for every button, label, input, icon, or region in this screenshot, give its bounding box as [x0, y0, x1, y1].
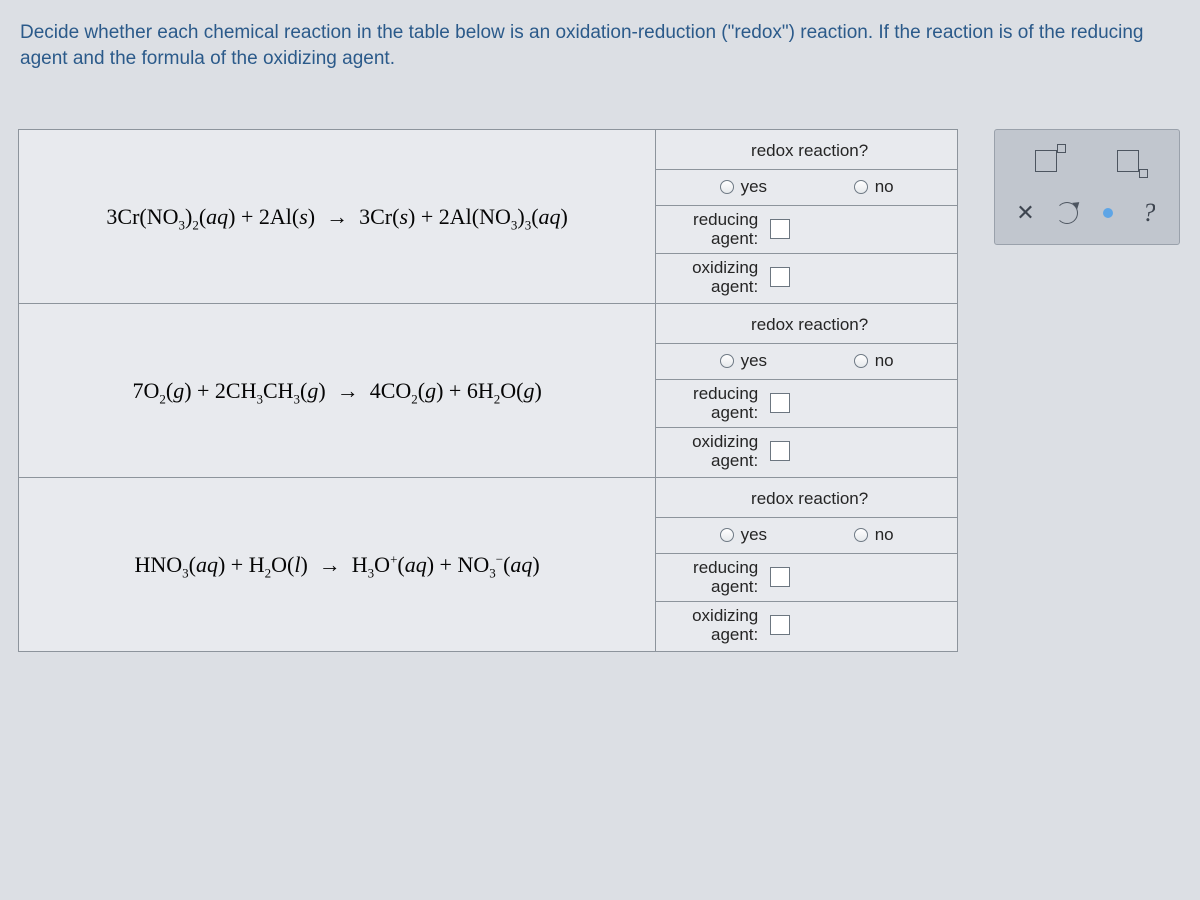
oxidizing-agent-input[interactable] [770, 267, 790, 287]
yes-option[interactable]: yes [720, 351, 767, 371]
help-button[interactable]: ? [1128, 196, 1169, 230]
label-line: agent: [711, 577, 758, 596]
reducing-agent-input[interactable] [770, 567, 790, 587]
label-line: oxidizing [692, 258, 758, 277]
yes-option[interactable]: yes [720, 525, 767, 545]
reducing-agent-label: reducing agent: [672, 384, 758, 422]
toolbox-row-1 [1005, 144, 1169, 178]
redox-question-label: redox reaction? [656, 307, 957, 343]
main-area: 3Cr(NO3)2(aq) + 2Al(s) → 3Cr(s) + 2Al(NO… [18, 129, 1200, 652]
answer-cell-1: redox reaction? yes no [656, 130, 958, 304]
reducing-agent-input[interactable] [770, 219, 790, 239]
answer-cell-2: redox reaction? yes no [656, 304, 958, 478]
no-option[interactable]: no [854, 177, 894, 197]
label-line: oxidizing [692, 432, 758, 451]
no-label: no [875, 525, 894, 545]
radio-icon [854, 528, 868, 542]
oxidizing-agent-input[interactable] [770, 441, 790, 461]
question-icon: ? [1143, 198, 1155, 228]
redox-question-label: redox reaction? [656, 481, 957, 517]
label-line: reducing [693, 384, 758, 403]
radio-icon [854, 180, 868, 194]
oxidizing-agent-row: oxidizing agent: [656, 427, 957, 475]
tiny-square-icon [1057, 144, 1066, 153]
label-line: agent: [711, 403, 758, 422]
label-line: agent: [711, 277, 758, 296]
yes-no-row: yes no [656, 517, 957, 553]
oxidizing-agent-label: oxidizing agent: [672, 606, 758, 644]
yes-option[interactable]: yes [720, 177, 767, 197]
label-line: agent: [711, 625, 758, 644]
reaction-cell-3: HNO3(aq) + H2O(l) → H3O+(aq) + NO3−(aq) [19, 478, 656, 652]
oxidizing-agent-label: oxidizing agent: [672, 432, 758, 470]
label-line: agent: [711, 229, 758, 248]
clear-button[interactable]: ✕ [1005, 196, 1046, 230]
no-label: no [875, 351, 894, 371]
question-instructions: Decide whether each chemical reaction in… [20, 20, 1190, 71]
superscript-button[interactable] [1024, 144, 1068, 178]
table-row: 3Cr(NO3)2(aq) + 2Al(s) → 3Cr(s) + 2Al(NO… [19, 130, 958, 304]
table-row: HNO3(aq) + H2O(l) → H3O+(aq) + NO3−(aq) … [19, 478, 958, 652]
oxidizing-agent-row: oxidizing agent: [656, 253, 957, 301]
hint-dot-button[interactable] [1087, 196, 1128, 230]
oxidizing-agent-input[interactable] [770, 615, 790, 635]
subscript-button[interactable] [1106, 144, 1150, 178]
answer-cell-3: redox reaction? yes no [656, 478, 958, 652]
yes-label: yes [741, 177, 767, 197]
reducing-agent-row: reducing agent: [656, 205, 957, 253]
reducing-agent-label: reducing agent: [672, 558, 758, 596]
page-root: Decide whether each chemical reaction in… [0, 0, 1200, 900]
label-line: reducing [693, 558, 758, 577]
square-icon [1117, 150, 1139, 172]
radio-icon [720, 528, 734, 542]
label-line: reducing [693, 210, 758, 229]
x-icon: ✕ [1016, 200, 1034, 226]
radio-icon [720, 354, 734, 368]
reactions-table: 3Cr(NO3)2(aq) + 2Al(s) → 3Cr(s) + 2Al(NO… [18, 129, 958, 652]
table-row: 7O2(g) + 2CH3CH3(g) → 4CO2(g) + 6H2O(g) … [19, 304, 958, 478]
square-icon [1035, 150, 1057, 172]
yes-no-row: yes no [656, 343, 957, 379]
yes-label: yes [741, 525, 767, 545]
dot-icon [1103, 208, 1113, 218]
reducing-agent-row: reducing agent: [656, 553, 957, 601]
toolbox-row-2: ✕ ? [1005, 196, 1169, 230]
oxidizing-agent-row: oxidizing agent: [656, 601, 957, 649]
reducing-agent-row: reducing agent: [656, 379, 957, 427]
tiny-square-icon [1139, 169, 1148, 178]
label-line: agent: [711, 451, 758, 470]
yes-label: yes [741, 351, 767, 371]
reducing-agent-input[interactable] [770, 393, 790, 413]
no-label: no [875, 177, 894, 197]
formula-toolbox: ✕ ? [994, 129, 1180, 245]
reset-button[interactable] [1046, 196, 1087, 230]
reaction-cell-1: 3Cr(NO3)2(aq) + 2Al(s) → 3Cr(s) + 2Al(NO… [19, 130, 656, 304]
radio-icon [720, 180, 734, 194]
label-line: oxidizing [692, 606, 758, 625]
oxidizing-agent-label: oxidizing agent: [672, 258, 758, 296]
reducing-agent-label: reducing agent: [672, 210, 758, 248]
reset-icon [1056, 202, 1078, 224]
radio-icon [854, 354, 868, 368]
yes-no-row: yes no [656, 169, 957, 205]
no-option[interactable]: no [854, 351, 894, 371]
redox-question-label: redox reaction? [656, 133, 957, 169]
no-option[interactable]: no [854, 525, 894, 545]
reaction-cell-2: 7O2(g) + 2CH3CH3(g) → 4CO2(g) + 6H2O(g) [19, 304, 656, 478]
